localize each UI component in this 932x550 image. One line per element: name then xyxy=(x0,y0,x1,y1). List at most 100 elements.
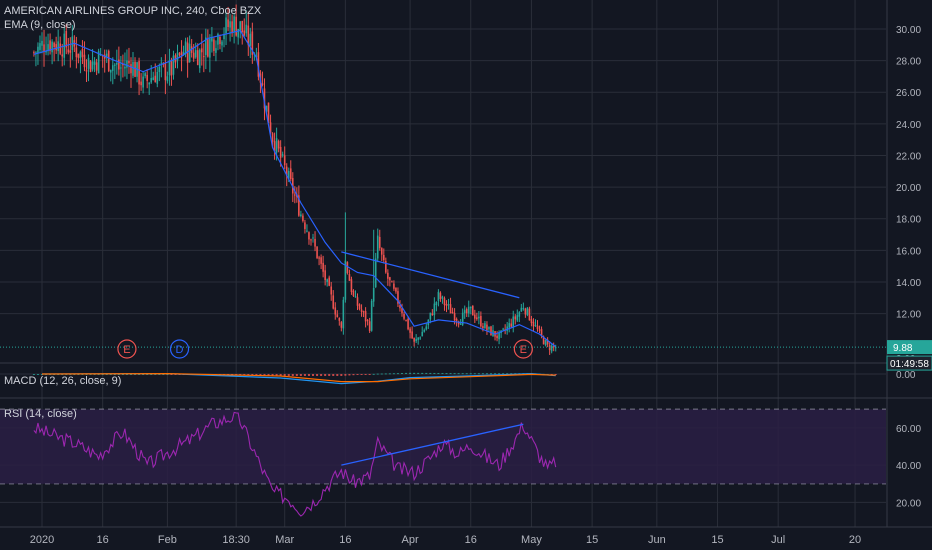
candle-body xyxy=(401,308,403,314)
candle-body xyxy=(168,60,171,76)
candle-body xyxy=(209,38,211,58)
rsi-tick-label: 40.00 xyxy=(896,461,921,472)
candle-body xyxy=(372,287,375,302)
candle-body xyxy=(114,64,116,66)
candle-body xyxy=(122,63,124,66)
candle-body xyxy=(138,61,140,85)
candle-body xyxy=(380,248,383,255)
candle-body xyxy=(49,40,51,51)
macd-histogram-bar xyxy=(433,372,436,374)
candle-body xyxy=(314,238,316,247)
macd-histogram-bar xyxy=(154,374,157,375)
candle-body xyxy=(453,312,456,321)
candle-body xyxy=(95,62,98,71)
candle-body xyxy=(352,290,355,296)
dividend-marker-label: D xyxy=(176,344,184,356)
x-tick-label: 15 xyxy=(586,534,598,546)
candle-body xyxy=(385,261,387,273)
candle-body xyxy=(39,43,41,50)
candle-body xyxy=(348,274,351,281)
rsi-line xyxy=(33,411,557,517)
candle-body xyxy=(520,307,523,312)
candle-body xyxy=(534,324,537,326)
candle-body xyxy=(467,306,470,314)
candle-body xyxy=(283,155,286,166)
candle-body xyxy=(356,297,359,306)
candle-body xyxy=(306,230,308,232)
macd-histogram-bar xyxy=(109,374,112,375)
macd-histogram-bar xyxy=(113,374,116,375)
price-badge xyxy=(887,340,932,355)
candle-body xyxy=(455,318,458,321)
candle-body xyxy=(508,323,510,328)
candle-body xyxy=(532,321,535,327)
candle-body xyxy=(239,21,242,31)
candle-body xyxy=(407,318,409,330)
candle-body xyxy=(215,48,217,53)
price-tick-label: 18.00 xyxy=(896,215,921,226)
candle-body xyxy=(128,60,130,64)
candle-body xyxy=(449,304,452,314)
candle-body xyxy=(77,53,80,58)
candle-body xyxy=(229,21,231,28)
x-tick-label: Feb xyxy=(158,534,177,546)
candle-body xyxy=(397,291,399,304)
candle-body xyxy=(271,133,274,142)
candle-body xyxy=(184,41,187,54)
candle-body xyxy=(221,41,223,46)
macd-label[interactable]: MACD (12, 26, close, 9) xyxy=(4,375,122,387)
macd-histogram-bar xyxy=(405,372,408,374)
candle-body xyxy=(300,214,302,216)
candle-body xyxy=(437,291,440,301)
candle-body xyxy=(457,321,460,325)
candle-body xyxy=(439,292,442,300)
candle-body xyxy=(366,320,369,322)
candle-body xyxy=(376,235,379,259)
candle-body xyxy=(528,308,531,321)
x-tick-label: 15 xyxy=(711,534,723,546)
candle-body xyxy=(443,298,446,305)
price-badge-value: 9.88 xyxy=(893,343,913,354)
candle-body xyxy=(360,309,363,312)
candle-body xyxy=(233,16,235,32)
candle-body xyxy=(55,44,57,51)
countdown-badge xyxy=(886,355,932,371)
x-tick-label: 18:30 xyxy=(222,534,250,546)
macd-histogram-bar xyxy=(469,373,472,375)
candle-body xyxy=(116,62,118,65)
candle-body xyxy=(97,51,100,74)
rsi-label[interactable]: RSI (14, close) xyxy=(4,408,77,420)
macd-histogram-bar xyxy=(36,374,39,375)
candle-body xyxy=(399,305,401,309)
macd-tick-label: 0.00 xyxy=(896,370,916,381)
candle-body xyxy=(53,42,55,48)
candle-body xyxy=(471,305,474,316)
candle-body xyxy=(79,51,82,59)
candle-body xyxy=(237,28,239,38)
macd-histogram-bar xyxy=(312,374,315,376)
candle-body xyxy=(87,57,90,69)
ema-label[interactable]: EMA (9, close) xyxy=(4,19,76,31)
macd-histogram-bar xyxy=(376,373,379,375)
candle-body xyxy=(461,312,464,325)
candle-body xyxy=(484,323,486,329)
candle-body xyxy=(358,304,361,310)
candle-body xyxy=(498,332,500,340)
candle-body xyxy=(308,232,310,240)
candle-body xyxy=(47,44,49,52)
candle-body xyxy=(554,347,557,349)
symbol-title[interactable]: AMERICAN AIRLINES GROUP INC, 240, Cboe B… xyxy=(4,5,262,17)
x-tick-label: May xyxy=(521,534,542,546)
candle-body xyxy=(433,303,436,316)
candle-body xyxy=(304,222,306,229)
macd-histogram-bar xyxy=(279,374,282,376)
macd-histogram-bar xyxy=(506,373,509,375)
candle-body xyxy=(488,326,490,330)
candle-body xyxy=(320,257,322,264)
macd-histogram-bar xyxy=(388,373,391,375)
candle-body xyxy=(451,311,454,314)
macd-histogram-bar xyxy=(166,374,169,375)
x-tick-label: Jun xyxy=(648,534,666,546)
earnings-marker xyxy=(117,339,137,359)
